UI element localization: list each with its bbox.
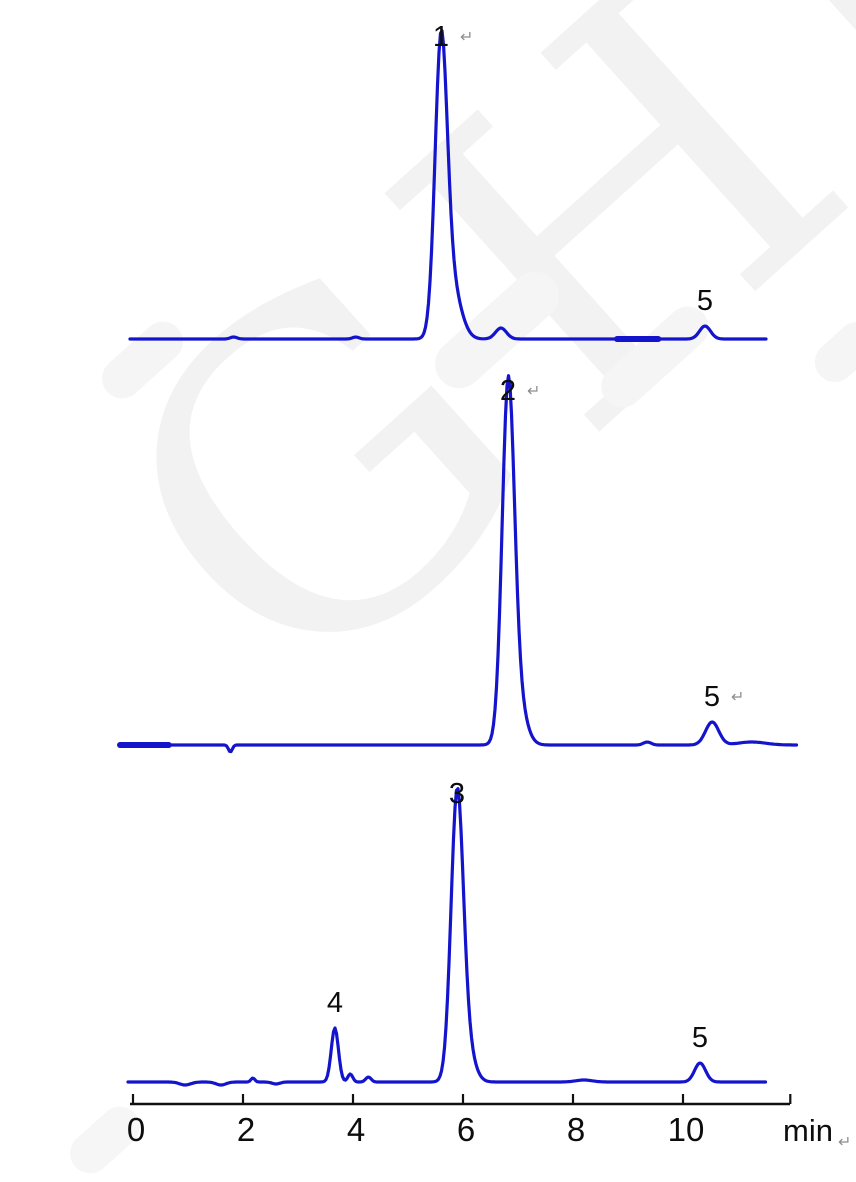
paragraph-mark-icon: ↵ (731, 689, 744, 706)
peak-label-5: 5 (697, 285, 713, 317)
paragraph-mark-icon: ↵ (527, 383, 540, 400)
chromatogram-middle-line (118, 374, 799, 754)
x-axis-tick-label-6: 6 (457, 1111, 475, 1148)
x-axis-tick-label-8: 8 (567, 1111, 585, 1148)
chromatogram-bottom-line (126, 787, 768, 1087)
x-axis-tick-label-2: 2 (237, 1111, 255, 1148)
peak-label-2: 2 (500, 375, 516, 407)
x-axis-tick-label-0: 0 (127, 1111, 145, 1148)
peak-label-3: 3 (449, 778, 465, 810)
paragraph-mark-icon: ↵ (460, 29, 473, 46)
paragraph-mark-icon: ↵ (838, 1134, 851, 1151)
x-axis-tick-label-4: 4 (347, 1111, 365, 1148)
peak-label-5: 5 (692, 1022, 708, 1054)
peak-label-5: 5 (704, 681, 720, 713)
chromatogram-figure: 1 ↵ 5 2 ↵ 5 ↵ 4 3 5 0 2 4 6 8 10 min ↵ (117, 21, 851, 1151)
x-axis-unit-label: min (783, 1113, 833, 1148)
peak-label-4: 4 (327, 987, 343, 1019)
chromatogram-top-line (128, 29, 768, 341)
peak-label-1: 1 (433, 21, 449, 53)
x-axis-tick-label-10: 10 (668, 1111, 705, 1148)
